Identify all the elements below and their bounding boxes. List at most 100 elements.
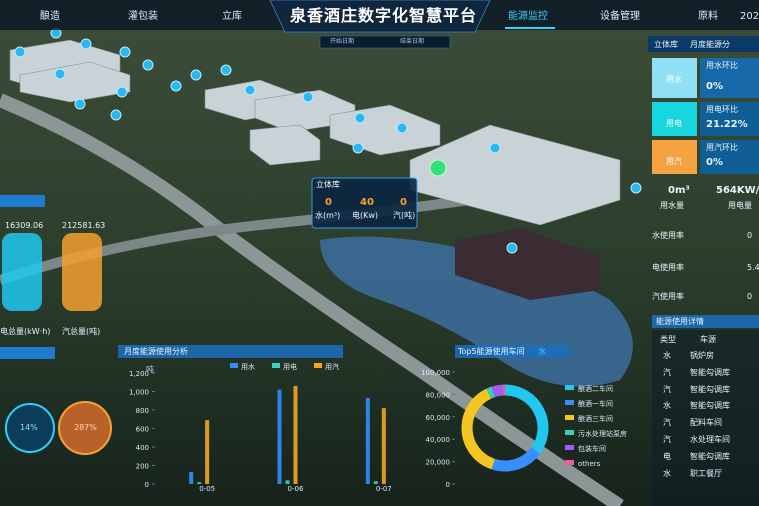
- popup-title: 立体库: [316, 180, 340, 189]
- rate-label: 汽使用率: [652, 292, 684, 301]
- panel-value: 0%: [706, 157, 723, 168]
- panel-label: 用汽环比: [706, 143, 738, 152]
- table-header: 类型: [660, 335, 676, 344]
- nav-item: 酿造: [40, 11, 60, 22]
- panel-title: 立体库: [654, 40, 678, 49]
- popup-label: 汽(吨): [393, 211, 416, 220]
- panel-label: 用水环比: [706, 61, 738, 70]
- bar: [373, 481, 378, 484]
- donut-segment: [486, 386, 496, 399]
- table-cell: 水: [663, 351, 671, 360]
- bar: [293, 385, 298, 484]
- table-title: 能源使用详情: [656, 317, 704, 326]
- legend-label: 包装车间: [578, 444, 606, 453]
- donut-segment: [491, 446, 541, 472]
- chart-unit: 吨: [146, 365, 154, 374]
- legend-swatch: [565, 445, 574, 450]
- y-tick-label: 0: [446, 481, 450, 489]
- x-tick-label: 0-06: [288, 485, 304, 493]
- rate-label: 水使用率: [652, 231, 684, 240]
- total-value: 16309.06: [5, 221, 44, 230]
- panel-icon-label: 用水: [666, 75, 682, 84]
- legend-label: 酿酒三车间: [578, 414, 613, 423]
- y-tick-label: 400: [136, 444, 149, 452]
- bar: [197, 482, 202, 484]
- y-tick-label: 100,000: [421, 369, 450, 377]
- y-tick-label: 20,000: [426, 459, 451, 467]
- rate-value: 0: [747, 292, 753, 301]
- x-tick-label: 0-05: [199, 485, 215, 493]
- table-cell: 汽: [663, 367, 671, 377]
- donut-segment: [504, 384, 549, 454]
- y-tick-label: 1,000: [129, 389, 149, 397]
- panel-icon-label: 用汽: [666, 157, 682, 166]
- panel-icon-label: 用电: [666, 119, 682, 128]
- panel-label: 用电环比: [706, 105, 738, 114]
- table-cell: 智能勾调库: [690, 384, 730, 394]
- legend-label: 污水处理站泵房: [578, 429, 627, 438]
- rate-value: 287%: [74, 423, 97, 432]
- nav-item[interactable]: 原料: [698, 11, 718, 22]
- usage-value: 0m³: [668, 185, 690, 196]
- nav-item: 灌包装: [128, 11, 158, 22]
- table-cell: 汽: [663, 435, 671, 444]
- table-cell: 电: [663, 451, 671, 461]
- total-value: 212581.63: [62, 221, 106, 230]
- chart-title: 月度能源使用分析: [124, 347, 188, 356]
- donut-segment: [491, 384, 504, 398]
- legend-swatch: [565, 415, 574, 420]
- table-cell: 职工餐厅: [690, 468, 722, 478]
- popup-label: 水(m³): [315, 211, 341, 220]
- bar: [189, 471, 194, 484]
- legend-label: others: [578, 460, 601, 468]
- bar: [285, 480, 290, 484]
- legend-label: 用汽: [325, 362, 339, 371]
- rate-value: 14%: [20, 423, 38, 432]
- nav-item[interactable]: 能源监控: [508, 11, 548, 22]
- legend-swatch: [565, 385, 574, 390]
- table-cell: 水处理车间: [690, 435, 730, 444]
- legend-swatch: [314, 363, 322, 368]
- table-cell: 配料车间: [690, 418, 722, 428]
- total-label: 汽总量(吨): [62, 327, 101, 336]
- legend-label: 酿酒一车间: [578, 399, 613, 408]
- nav-item[interactable]: 2023: [740, 11, 759, 22]
- table-header: 车源: [700, 335, 716, 344]
- legend-label: 酿酒二车间: [578, 384, 613, 393]
- chart-filter[interactable]: 水: [538, 347, 546, 356]
- legend-label: 用电: [283, 362, 297, 371]
- legend-swatch: [230, 363, 238, 368]
- rate-value: 5.42: [747, 263, 759, 272]
- usage-value: 564KW/H: [716, 185, 759, 196]
- y-tick-label: 80,000: [426, 391, 451, 399]
- legend-swatch: [272, 363, 280, 368]
- bar: [277, 389, 282, 484]
- date-input[interactable]: 开始日期: [330, 38, 355, 45]
- panel-value: 21.22%: [706, 119, 748, 130]
- y-tick-label: 1,200: [129, 370, 149, 378]
- table-cell: 水: [663, 468, 671, 478]
- chart-title: Top5能源使用车间: [458, 347, 525, 356]
- y-tick-label: 60,000: [426, 414, 451, 422]
- rate-label: 电使用率: [652, 263, 684, 272]
- table-cell: 锅炉房: [690, 351, 714, 360]
- y-tick-label: 0: [145, 481, 149, 489]
- legend-swatch: [565, 430, 574, 435]
- y-tick-label: 200: [136, 463, 149, 471]
- bar: [381, 408, 386, 484]
- legend-swatch: [565, 400, 574, 405]
- donut-segment: [461, 388, 496, 470]
- page-title: 泉香酒庄数字化智慧平台: [290, 6, 478, 25]
- usage-label: 用电量: [728, 201, 752, 210]
- y-tick-label: 600: [136, 426, 149, 434]
- panel-value: 0%: [706, 81, 723, 92]
- table-cell: 智能勾调库: [690, 367, 730, 377]
- rate-value: 0: [747, 231, 753, 240]
- date-input[interactable]: 结束日期: [400, 38, 425, 45]
- usage-label: 用水量: [660, 201, 684, 210]
- nav-item[interactable]: 设备管理: [600, 11, 640, 22]
- legend-label: 用水: [241, 362, 255, 371]
- popup-value: 0: [400, 197, 407, 208]
